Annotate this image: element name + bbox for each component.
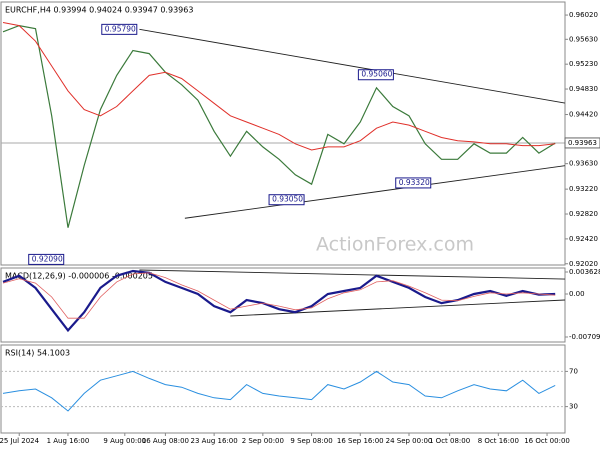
trendline	[230, 299, 565, 317]
y-tick-label: 0.96020	[569, 11, 598, 19]
price-label: 0.95060	[361, 70, 392, 79]
x-tick-label: 16 Aug 08:00	[142, 437, 189, 445]
y-tick-label: 70	[569, 367, 578, 375]
x-tick-label: 1 Oct 08:00	[429, 437, 470, 445]
y-tick-label: 0.94420	[569, 111, 598, 119]
y-tick-label: 0.92820	[569, 210, 598, 218]
y-tick-label: 0.003628	[569, 268, 600, 276]
y-tick-label: 0.95630	[569, 35, 598, 43]
panel-title: RSI(14) 54.1003	[5, 349, 70, 358]
last-price-label: 0.93963	[568, 139, 597, 147]
trendline	[139, 269, 565, 280]
trendline	[139, 28, 565, 104]
y-tick-label: 0.94830	[569, 85, 598, 93]
x-tick-label: 23 Aug 16:00	[191, 437, 238, 445]
panel	[0, 344, 566, 434]
series-line	[2, 269, 556, 333]
y-tick-label: 0.00	[569, 290, 585, 298]
price-label: 0.95790	[105, 24, 136, 33]
panel-title: MACD(12,26,9) -0.000006 -0.000205	[5, 272, 153, 281]
x-tick-label: 16 Oct 00:00	[524, 437, 570, 445]
series-line	[2, 272, 556, 319]
panel	[0, 267, 566, 343]
series-line	[2, 24, 556, 228]
price-label-box	[268, 194, 305, 206]
y-tick-label: -0.007093	[569, 333, 600, 341]
price-label-box	[357, 69, 394, 81]
y-tick-label: 0.93220	[569, 185, 598, 193]
y-tick-label: 0.92420	[569, 235, 598, 243]
price-label-box	[101, 23, 138, 35]
price-label: 0.93320	[399, 178, 430, 187]
y-tick-label: 30	[569, 403, 578, 411]
price-label-box	[28, 253, 65, 265]
price-label-box	[395, 177, 432, 189]
x-tick-label: 9 Sep 08:00	[290, 437, 332, 445]
price-label: 0.92090	[32, 254, 63, 263]
series-line	[2, 22, 556, 151]
x-tick-label: 2 Sep 00:00	[242, 437, 284, 445]
series-line	[2, 370, 556, 412]
x-tick-label: 25 Jul 2024	[0, 437, 40, 445]
x-tick-label: 1 Aug 16:00	[47, 437, 90, 445]
x-tick-label: 9 Aug 00:00	[103, 437, 146, 445]
panel	[0, 1, 566, 266]
panel-title: EURCHF,H4 0.93994 0.94024 0.93947 0.9396…	[5, 6, 193, 15]
trendline	[184, 165, 565, 219]
x-tick-label: 16 Sep 16:00	[337, 437, 384, 445]
last-price-box	[564, 137, 600, 149]
watermark: ActionForex.com	[316, 234, 474, 256]
y-tick-label: 0.92020	[569, 260, 598, 268]
price-label: 0.93050	[272, 195, 303, 204]
x-tick-label: 8 Oct 16:00	[478, 437, 519, 445]
y-tick-label: 0.93630	[569, 160, 598, 168]
y-tick-label: 0.95230	[569, 60, 598, 68]
x-tick-label: 24 Sep 00:00	[386, 437, 433, 445]
